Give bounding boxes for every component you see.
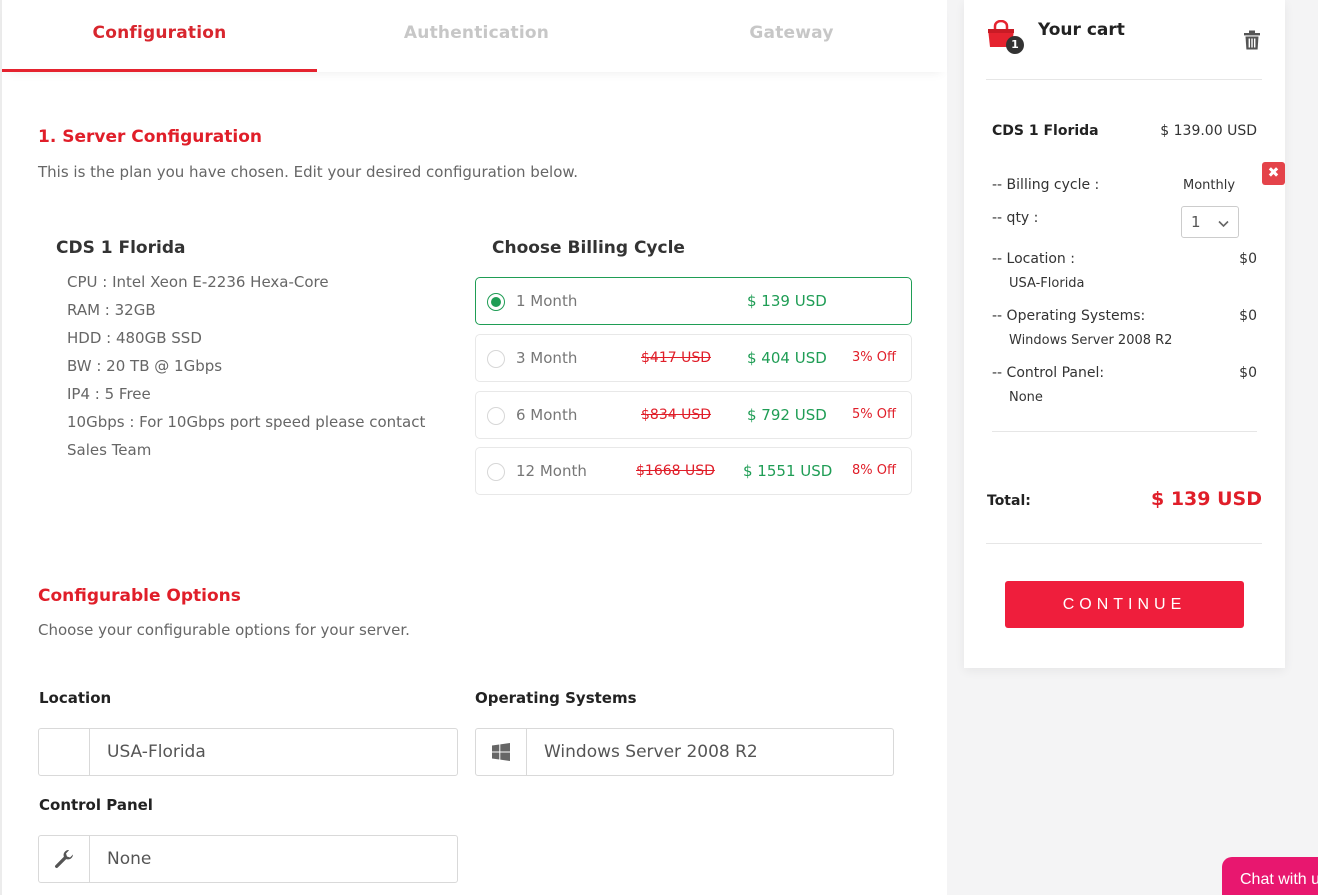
location-select[interactable]: USA-Florida [38,728,458,776]
radio-button[interactable] [487,293,505,311]
billing-cycle-title: Choose Billing Cycle [492,238,685,258]
continue-button[interactable]: CONTINUE [1005,581,1244,628]
spec-ram: RAM : 32GB [67,301,156,319]
location-label: -- Location : [992,251,1075,267]
tab-authentication[interactable]: Authentication [403,23,550,43]
windows-icon [476,729,527,775]
spec-hdd: HDD : 480GB SSD [67,329,202,347]
cart-item-price: $ 139.00 USD [1160,123,1257,139]
billing-cycle-label: -- Billing cycle : [992,177,1100,193]
billing-option-price: $ 139 USD [747,292,827,310]
control-panel-select[interactable]: None [38,835,458,883]
divider [992,431,1257,432]
radio-button[interactable] [487,463,505,481]
step-tabs: Configuration Authentication Gateway [2,0,947,72]
configurable-options-title: Configurable Options [38,586,241,606]
control-panel-label: -- Control Panel: [992,365,1105,381]
billing-option-12-month[interactable]: 12 Month $1668 USD $ 1551 USD 8% Off [475,447,912,495]
remove-item-button[interactable]: ✖ [1262,162,1285,185]
cart-title: Your cart [1038,20,1125,40]
control-panel-price: $0 [1239,365,1257,381]
trash-icon[interactable] [1243,30,1261,54]
location-icon [39,729,90,775]
spec-ip4: IP4 : 5 Free [67,385,151,403]
billing-option-label: 1 Month [516,292,578,310]
billing-option-6-month[interactable]: 6 Month $834 USD $ 792 USD 5% Off [475,391,912,439]
location-value: USA-Florida [107,742,206,762]
plan-specs: CPU : Intel Xeon E-2236 Hexa-Core RAM : … [67,268,467,464]
billing-option-old-price: $417 USD [641,350,711,366]
billing-option-label: 3 Month [516,349,578,367]
total-label: Total: [987,493,1031,509]
qty-label: -- qty : [992,210,1039,226]
billing-option-discount: 8% Off [852,463,896,478]
cart-item-name: CDS 1 Florida [992,123,1099,139]
billing-option-price: $ 404 USD [747,349,827,367]
spec-cpu: CPU : Intel Xeon E-2236 Hexa-Core [67,273,329,291]
billing-option-3-month[interactable]: 3 Month $417 USD $ 404 USD 3% Off [475,334,912,382]
os-label: Operating Systems [475,689,637,707]
configurable-options-description: Choose your configurable options for you… [38,621,410,639]
wrench-icon [39,836,90,882]
billing-option-old-price: $834 USD [641,407,711,423]
billing-option-discount: 5% Off [852,407,896,422]
control-panel-value: None [1009,390,1043,405]
main-panel: Configuration Authentication Gateway 1. … [0,0,947,895]
spec-port-speed: 10Gbps : For 10Gbps port speed please co… [67,413,426,459]
cart-count-badge: 1 [1006,36,1024,54]
tab-gateway[interactable]: Gateway [749,23,834,43]
control-panel-label: Control Panel [39,796,153,814]
divider [986,79,1262,80]
billing-cycle-value: Monthly [1183,178,1236,193]
radio-button[interactable] [487,407,505,425]
spec-bandwidth: BW : 20 TB @ 1Gbps [67,357,223,375]
billing-option-1-month[interactable]: 1 Month $ 139 USD [475,277,912,325]
billing-option-discount: 3% Off [852,350,896,365]
tab-configuration[interactable]: Configuration [2,0,317,72]
location-value: USA-Florida [1009,276,1085,291]
os-value: Windows Server 2008 R2 [1009,333,1173,348]
control-panel-value: None [107,849,152,869]
os-value: Windows Server 2008 R2 [544,742,758,762]
os-select[interactable]: Windows Server 2008 R2 [475,728,894,776]
plan-name: CDS 1 Florida [56,238,186,258]
billing-option-price: $ 792 USD [747,406,827,424]
chat-button[interactable]: Chat with us [1222,857,1318,895]
server-config-description: This is the plan you have chosen. Edit y… [38,163,579,181]
divider [986,543,1262,544]
server-config-title: 1. Server Configuration [38,127,262,147]
cart-panel: 1 Your cart CDS 1 Florida $ 139.00 USD ✖… [964,0,1285,668]
radio-button[interactable] [487,350,505,368]
billing-option-price: $ 1551 USD [743,462,833,480]
chevron-down-icon [1218,215,1229,233]
os-price: $0 [1239,308,1257,324]
qty-value: 1 [1191,213,1201,231]
billing-option-label: 12 Month [516,462,587,480]
billing-option-old-price: $1668 USD [636,463,715,479]
location-label: Location [39,689,112,707]
location-price: $0 [1239,251,1257,267]
billing-option-label: 6 Month [516,406,578,424]
os-label: -- Operating Systems: [992,308,1146,324]
total-value: $ 139 USD [1151,488,1262,510]
qty-select[interactable]: 1 [1181,206,1239,238]
